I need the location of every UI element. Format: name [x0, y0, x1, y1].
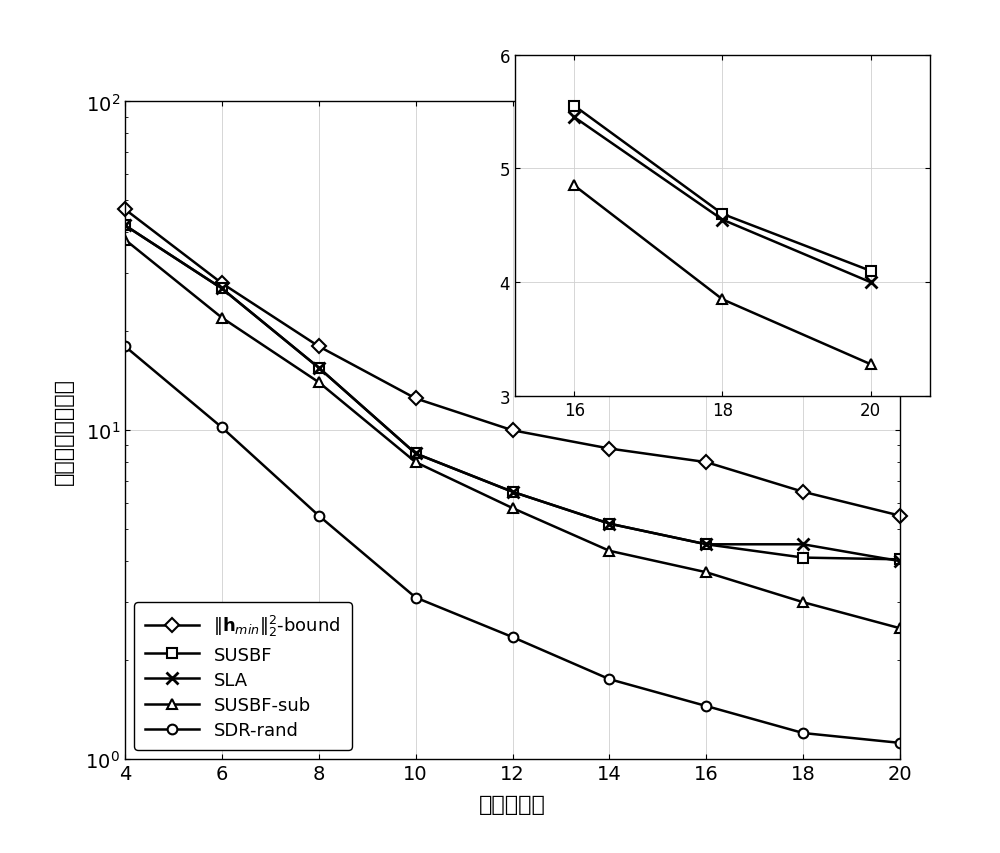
SLA: [797, 540, 809, 550]
SDR-rand: [797, 728, 809, 739]
SUSBF: [216, 284, 228, 294]
SLA: [216, 284, 228, 294]
SUSBF-sub: [216, 313, 228, 323]
SLA: [410, 449, 422, 459]
$\|\mathbf{h}_{min}\|_2^2$-bound: [603, 444, 615, 454]
SUSBF-sub: [119, 235, 131, 246]
SUSBF-sub: [700, 567, 712, 577]
SLA: [119, 221, 131, 231]
SUSBF-sub: [797, 597, 809, 607]
SUSBF-sub: [313, 378, 325, 388]
SLA: [894, 556, 906, 566]
SUSBF-sub: [410, 457, 422, 467]
SDR-rand: [119, 342, 131, 352]
X-axis label: 多播组尺寸: 多播组尺寸: [479, 794, 546, 814]
$\|\mathbf{h}_{min}\|_2^2$-bound: [894, 511, 906, 521]
SDR-rand: [603, 674, 615, 684]
Legend: $\|\mathbf{h}_{min}\|_2^2$-bound, SUSBF, SLA, SUSBF-sub, SDR-rand: $\|\mathbf{h}_{min}\|_2^2$-bound, SUSBF,…: [134, 603, 352, 750]
$\|\mathbf{h}_{min}\|_2^2$-bound: [216, 279, 228, 289]
SUSBF: [797, 553, 809, 563]
SLA: [506, 487, 518, 497]
Line: SLA: SLA: [119, 221, 906, 567]
Y-axis label: 平均可获取信噪比: 平均可获取信噪比: [54, 377, 74, 485]
SDR-rand: [410, 593, 422, 603]
Line: $\|\mathbf{h}_{min}\|_2^2$-bound: $\|\mathbf{h}_{min}\|_2^2$-bound: [120, 206, 905, 521]
SUSBF-sub: [603, 546, 615, 556]
SLA: [603, 519, 615, 529]
SDR-rand: [506, 632, 518, 642]
$\|\mathbf{h}_{min}\|_2^2$-bound: [410, 394, 422, 404]
$\|\mathbf{h}_{min}\|_2^2$-bound: [119, 205, 131, 215]
SUSBF: [894, 554, 906, 565]
SDR-rand: [313, 511, 325, 521]
SUSBF-sub: [894, 624, 906, 634]
SUSBF-sub: [506, 503, 518, 514]
Line: SDR-rand: SDR-rand: [120, 342, 905, 748]
SUSBF: [119, 221, 131, 231]
SDR-rand: [894, 738, 906, 748]
SDR-rand: [700, 701, 712, 711]
SUSBF: [313, 363, 325, 374]
$\|\mathbf{h}_{min}\|_2^2$-bound: [797, 487, 809, 497]
SUSBF: [410, 449, 422, 459]
$\|\mathbf{h}_{min}\|_2^2$-bound: [506, 426, 518, 436]
Line: SUSBF: SUSBF: [120, 221, 905, 565]
SUSBF: [603, 519, 615, 529]
$\|\mathbf{h}_{min}\|_2^2$-bound: [313, 342, 325, 352]
SLA: [700, 540, 712, 550]
SLA: [313, 363, 325, 374]
SUSBF: [700, 540, 712, 550]
$\|\mathbf{h}_{min}\|_2^2$-bound: [700, 457, 712, 467]
Line: SUSBF-sub: SUSBF-sub: [120, 235, 905, 633]
SUSBF: [506, 487, 518, 497]
SDR-rand: [216, 423, 228, 433]
